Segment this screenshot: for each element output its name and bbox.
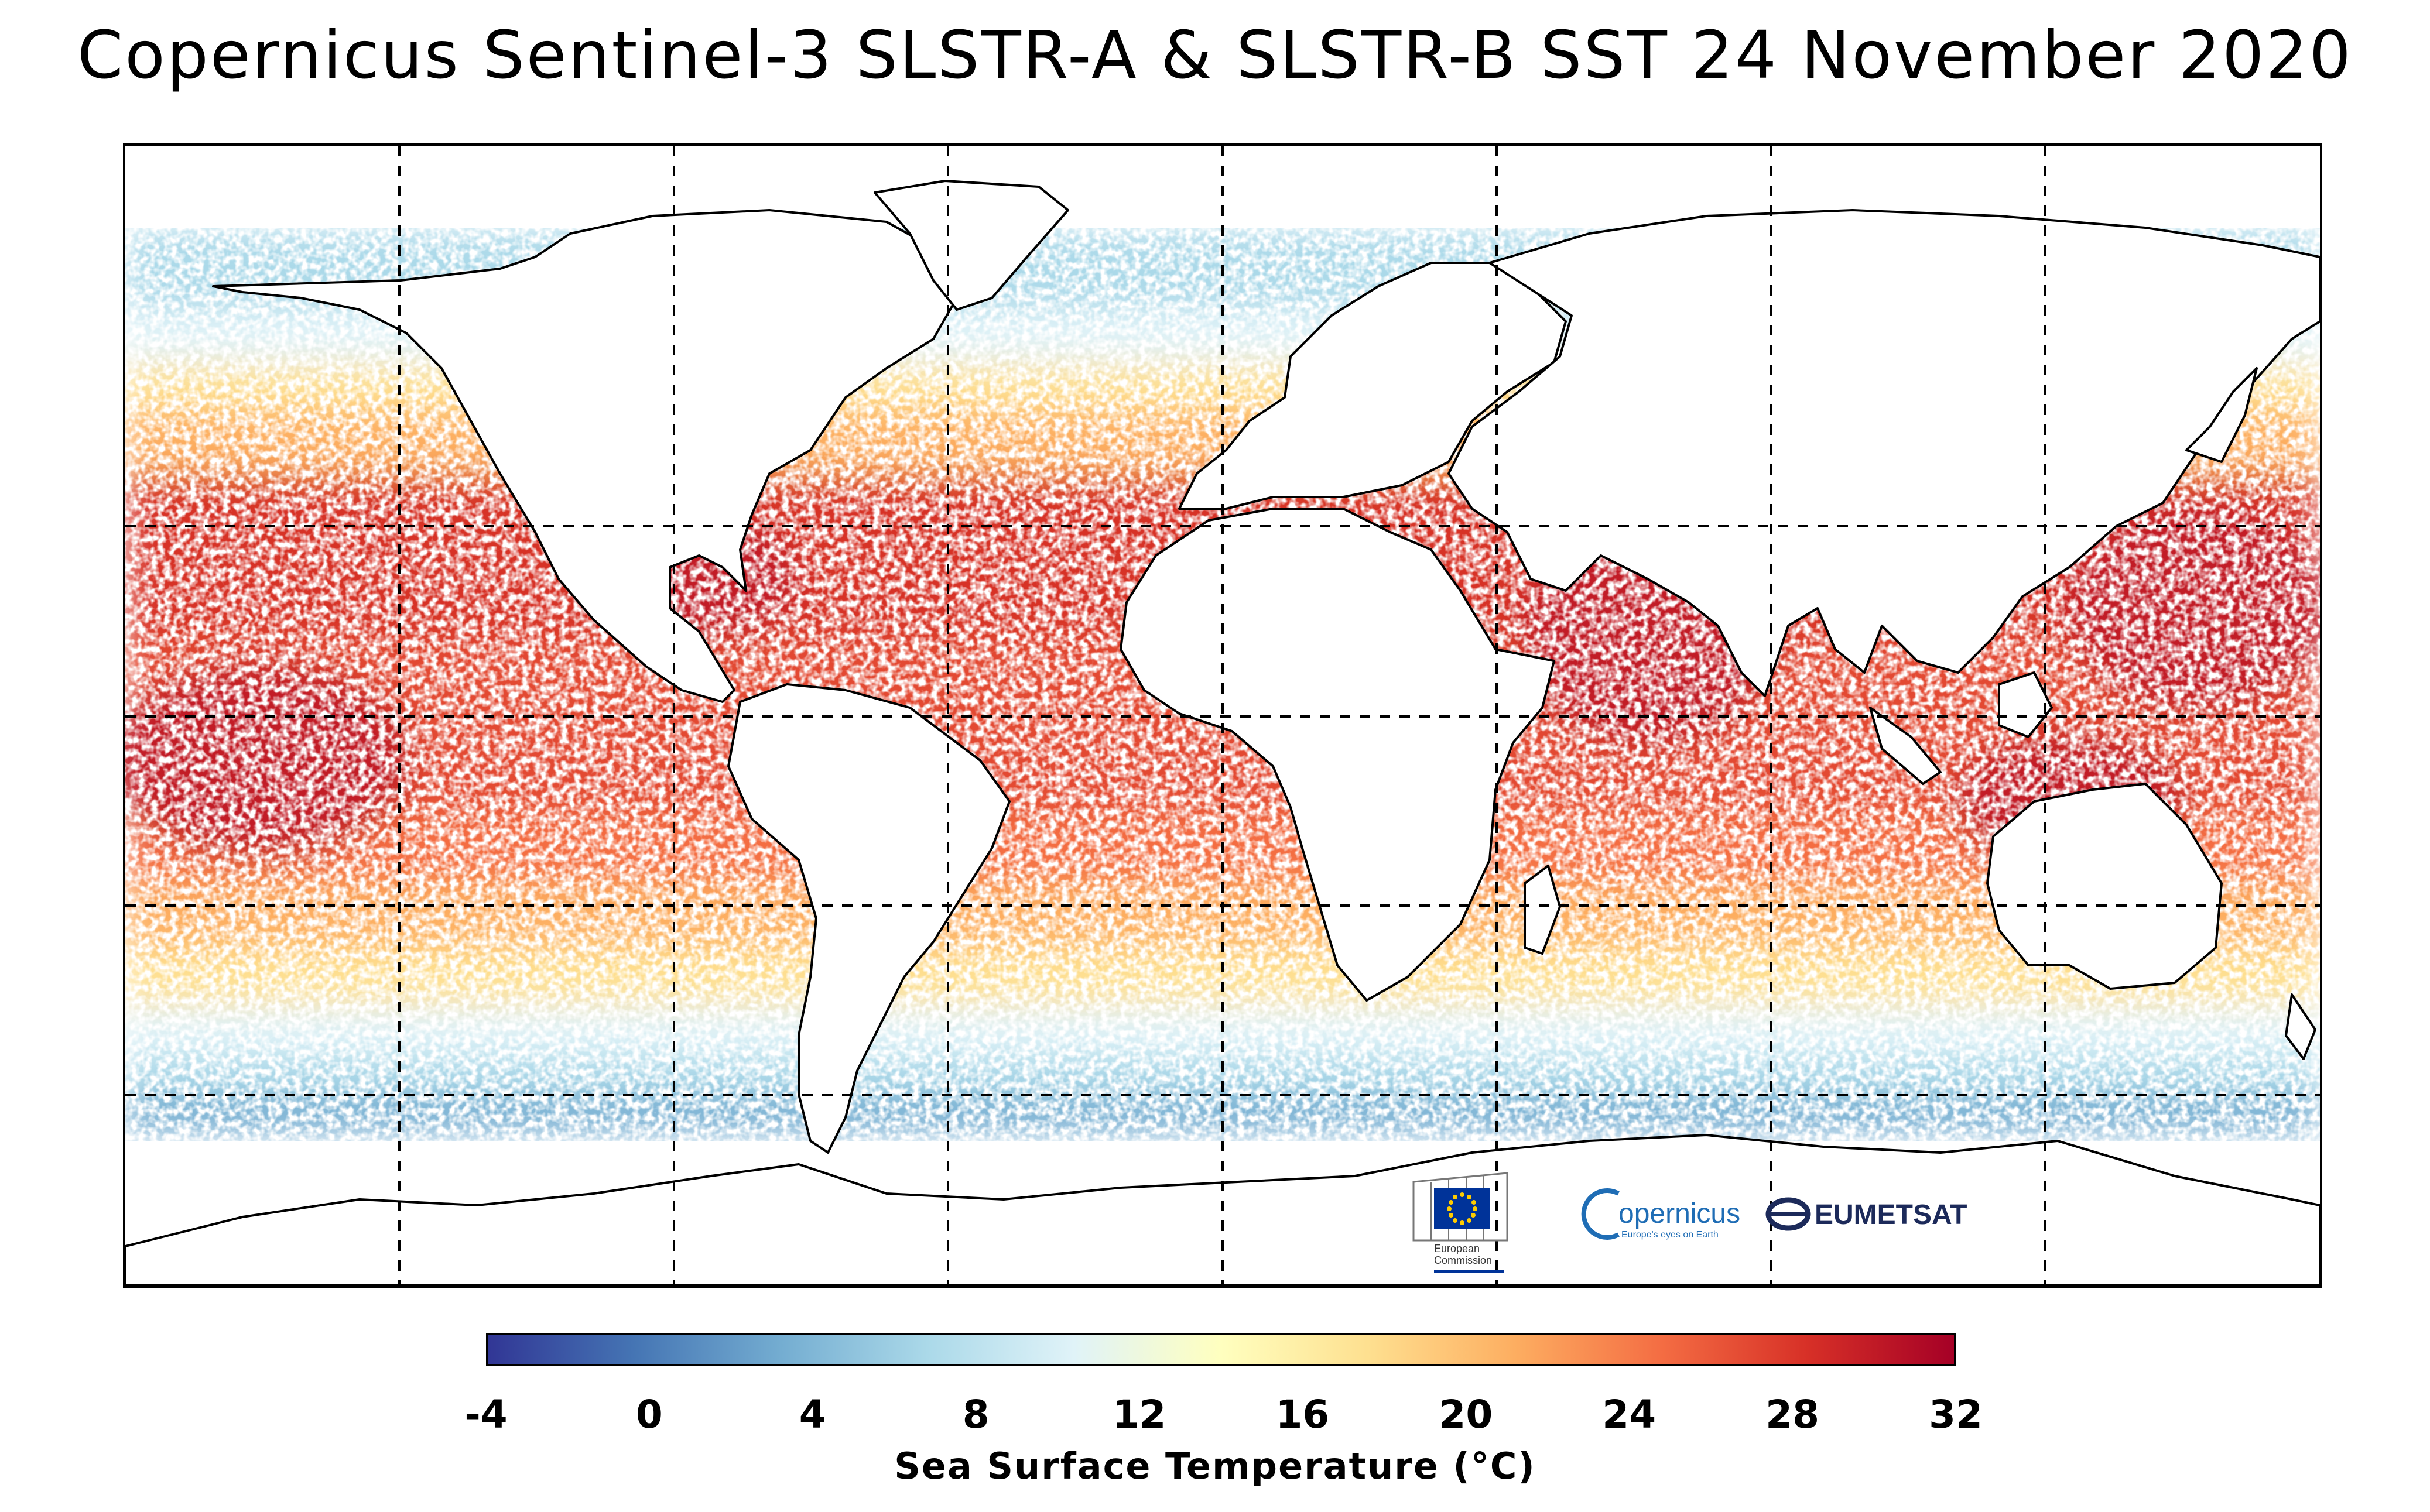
sst-map: European Commission opernicus Europe's e… bbox=[123, 143, 2322, 1288]
colorbar-tick-label: 16 bbox=[1275, 1392, 1330, 1437]
copernicus-c-icon bbox=[1581, 1188, 1620, 1240]
copernicus-tagline: Europe's eyes on Earth bbox=[1621, 1230, 1719, 1240]
new-zealand bbox=[2285, 993, 2316, 1060]
graticule bbox=[125, 146, 2320, 1285]
greenland bbox=[874, 180, 1069, 311]
borneo bbox=[1998, 671, 2053, 738]
copernicus-wordmark: opernicus bbox=[1618, 1198, 1740, 1229]
colorbar-tick-label: 8 bbox=[962, 1392, 990, 1437]
copernicus-logo: opernicus Europe's eyes on Earth bbox=[1581, 1188, 1740, 1240]
colorbar-tick-label: 0 bbox=[635, 1392, 663, 1437]
ec-label-1: European bbox=[1434, 1243, 1480, 1254]
colorbar-tick-label: 32 bbox=[1929, 1392, 1983, 1437]
africa bbox=[1120, 508, 1555, 1002]
european-commission-logo: European Commission bbox=[1412, 1172, 1508, 1273]
colorbar-label: Sea Surface Temperature (°C) bbox=[894, 1445, 1536, 1487]
partner-logos: European Commission opernicus Europe's e… bbox=[1384, 1158, 2204, 1276]
colorbar-tick-label: 4 bbox=[799, 1392, 826, 1437]
colorbar-tick-label: 20 bbox=[1439, 1392, 1493, 1437]
south-america bbox=[727, 683, 1011, 1154]
sst-map-canvas bbox=[125, 146, 2320, 1285]
australia bbox=[1986, 783, 2223, 990]
colorbar-gradient bbox=[486, 1333, 1956, 1366]
madagascar bbox=[1524, 865, 1561, 955]
sumatra bbox=[1869, 707, 1942, 785]
eumetsat-swoosh-icon bbox=[1765, 1197, 1811, 1231]
page-title: Copernicus Sentinel-3 SLSTR-A & SLSTR-B … bbox=[77, 18, 2353, 94]
colorbar-tick-label: -4 bbox=[464, 1392, 508, 1437]
eumetsat-wordmark: EUMETSAT bbox=[1815, 1199, 1967, 1230]
north-america bbox=[212, 209, 958, 703]
colorbar-tick-label: 24 bbox=[1602, 1392, 1656, 1437]
eumetsat-logo: EUMETSAT bbox=[1765, 1197, 1967, 1231]
colorbar-tick-label: 12 bbox=[1112, 1392, 1166, 1437]
ec-label-2: Commission bbox=[1434, 1254, 1492, 1266]
colorbar bbox=[486, 1333, 1956, 1366]
colorbar-tick-label: 28 bbox=[1765, 1392, 1820, 1437]
japan bbox=[2185, 367, 2258, 463]
asia bbox=[1447, 209, 2320, 697]
